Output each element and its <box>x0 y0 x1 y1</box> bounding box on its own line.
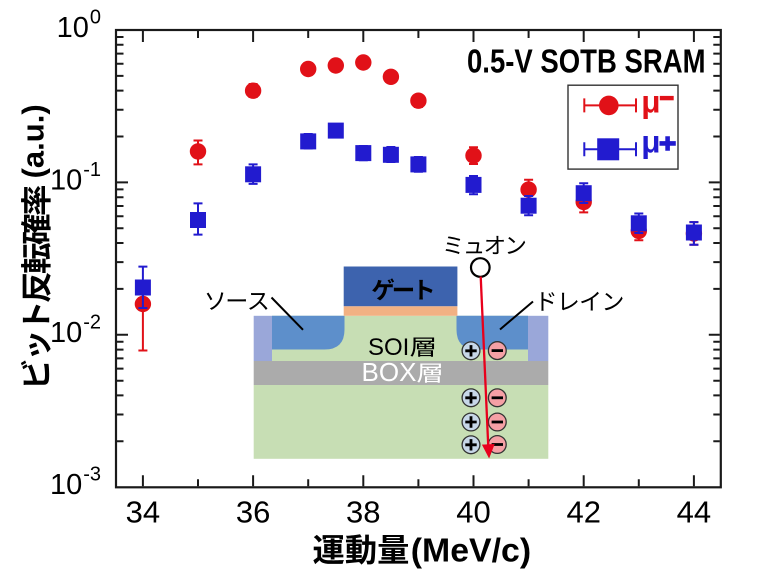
svg-text:(a.u.): (a.u.) <box>16 104 51 187</box>
svg-text:44: 44 <box>677 495 711 530</box>
svg-text:10: 10 <box>57 12 89 44</box>
svg-text:-3: -3 <box>83 464 101 486</box>
svg-text:10: 10 <box>50 164 82 196</box>
svg-text:-1: -1 <box>83 159 101 181</box>
svg-text:μ: μ <box>641 124 660 160</box>
svg-text:38: 38 <box>346 495 380 530</box>
svg-text:42: 42 <box>566 495 600 530</box>
svg-text:BOX: BOX <box>362 357 417 387</box>
svg-text:10: 10 <box>50 469 82 501</box>
svg-text:μ: μ <box>641 84 660 120</box>
svg-text:10: 10 <box>50 317 82 349</box>
svg-text:0: 0 <box>90 7 101 29</box>
svg-text:0.5-V SOTB SRAM: 0.5-V SOTB SRAM <box>467 43 706 80</box>
svg-text:-2: -2 <box>83 311 101 333</box>
svg-text:34: 34 <box>126 495 160 530</box>
svg-text:36: 36 <box>236 495 270 530</box>
svg-text:40: 40 <box>456 495 490 530</box>
svg-text:SOI: SOI <box>368 334 409 361</box>
svg-text:(MeV/c): (MeV/c) <box>411 532 531 569</box>
